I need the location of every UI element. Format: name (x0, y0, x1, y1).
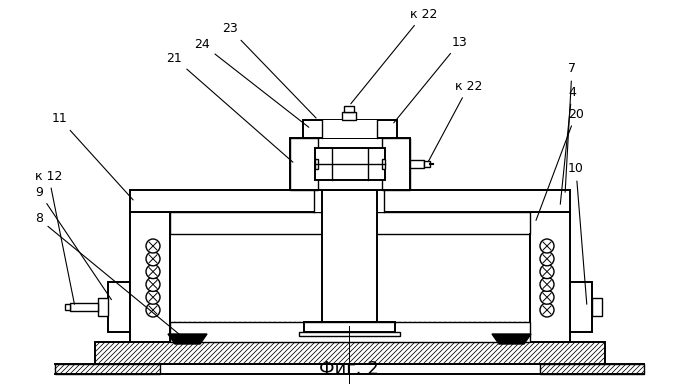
Bar (65, 304, 70, 310)
Bar (382, 138, 410, 190)
Bar (130, 212, 570, 342)
Circle shape (146, 277, 160, 291)
Circle shape (540, 277, 554, 291)
Circle shape (146, 303, 160, 317)
Bar (70, 303, 98, 311)
Bar (314, 190, 384, 212)
Text: 11: 11 (52, 113, 133, 200)
Text: 4: 4 (561, 86, 576, 204)
Bar (342, 112, 356, 120)
Bar (424, 161, 430, 167)
Circle shape (146, 252, 160, 266)
Bar (95, 342, 605, 364)
Polygon shape (168, 334, 207, 344)
Bar (290, 138, 410, 190)
Bar (410, 160, 424, 168)
Text: Фиг. 2: Фиг. 2 (319, 360, 379, 378)
Text: к 12: к 12 (35, 169, 75, 304)
Circle shape (540, 265, 554, 279)
Bar (382, 159, 385, 169)
Circle shape (540, 290, 554, 304)
Text: 8: 8 (35, 212, 183, 337)
Text: 20: 20 (536, 108, 584, 220)
Bar (315, 159, 318, 169)
Bar (55, 364, 160, 374)
Text: 23: 23 (222, 23, 316, 118)
Polygon shape (492, 334, 531, 344)
Bar (570, 282, 592, 332)
Bar (130, 212, 170, 342)
Bar (170, 322, 530, 342)
Circle shape (146, 239, 160, 253)
Circle shape (540, 252, 554, 266)
Bar (299, 332, 400, 336)
Bar (108, 282, 130, 332)
Circle shape (540, 239, 554, 253)
Bar (322, 190, 377, 322)
Bar (592, 298, 602, 316)
Text: 7: 7 (565, 63, 576, 192)
Circle shape (540, 303, 554, 317)
Circle shape (146, 265, 160, 279)
Text: 21: 21 (166, 51, 293, 162)
Bar (290, 138, 318, 190)
Bar (98, 298, 108, 316)
Text: 13: 13 (394, 35, 468, 123)
Bar (304, 322, 395, 332)
Text: к 22: к 22 (351, 8, 438, 104)
Bar (344, 106, 354, 112)
Text: 24: 24 (194, 38, 309, 127)
Bar (130, 190, 570, 212)
Bar (170, 212, 530, 234)
Text: 9: 9 (35, 185, 111, 300)
Bar (322, 120, 377, 138)
Bar (540, 364, 644, 374)
Text: к 22: к 22 (428, 79, 482, 162)
Text: 10: 10 (568, 162, 586, 304)
Bar (303, 120, 397, 138)
Bar (315, 148, 385, 180)
Circle shape (146, 290, 160, 304)
Bar (530, 212, 570, 342)
